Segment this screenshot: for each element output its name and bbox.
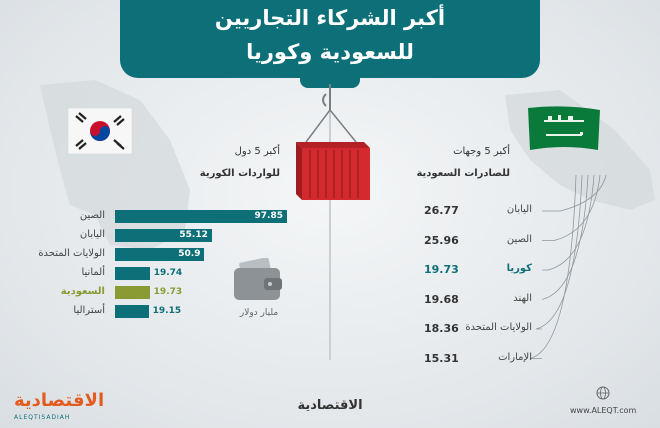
korea-bar-value: 19.73 [153,287,183,297]
saudi-heading-1: أكبر 5 وجهات [453,146,510,157]
korea-bar-label: السعودية [60,286,105,297]
saudi-export-value: 25.96 [424,233,459,247]
unit-label: مليار دولار [239,308,279,318]
korea-bar-label: الولايات المتحدة [38,248,105,259]
saudi-fan-line [535,174,583,330]
korea-bar [115,286,150,299]
korea-bar [115,210,287,223]
saudi-fan-line [542,174,601,241]
brand-logo-latin: ALEQTISADIAH [14,414,71,421]
title-banner-tab [300,78,360,88]
saudi-export-label: كوريا [506,263,532,274]
saudi-export-label: الصين [506,233,532,245]
korea-bar-value: 19.15 [152,306,182,316]
saudi-fan-line [529,174,577,359]
saudi-export-value: 26.77 [424,204,459,217]
title-line-1: أكبر الشركاء التجاريين [214,6,446,30]
brand-logo: الاقتصادية [14,390,124,416]
korea-bar-value: 19.74 [153,268,183,278]
saudi-export-label: اليابان [506,204,532,215]
center-logo: الاقتصادية [297,398,363,413]
saudi-export-value: 18.36 [424,322,459,335]
korea-bar-label: أستراليا [73,305,105,316]
saudi-fan-line [542,174,607,212]
korea-bar-label: الصين [79,210,105,221]
title-line-2: للسعودية وكوريا [246,40,414,64]
korea-bar-label: ألمانيا [81,267,105,278]
korea-heading-2: للواردات الكورية [199,168,280,179]
korea-bar-value: 55.12 [179,230,208,240]
saudi-export-value: 15.31 [424,351,459,365]
korea-bar-value: 97.85 [254,211,283,221]
korea-bar [115,248,205,261]
website-link[interactable]: www.ALEQT.com [570,406,637,415]
saudi-fan-line [542,174,595,271]
globe-icon [596,386,610,400]
korea-bar [115,229,212,242]
saudi-export-value: 19.68 [424,292,459,306]
korea-heading-1: أكبر 5 دول [234,146,280,157]
saudi-export-value: 19.73 [424,263,459,276]
wallet-icon [234,258,282,300]
saudi-fan-line [541,174,589,300]
korea-bar [115,305,149,318]
saudi-export-label: الهند [513,292,532,304]
saudi-flag-icon [528,106,600,150]
title-banner: أكبر الشركاء التجاريين للسعودية وكوريا [120,0,540,78]
korea-flag-icon [68,108,132,154]
korea-bar [115,267,150,280]
saudi-heading-2: للصادرات السعودية [416,168,510,179]
brand-logo-text: الاقتصادية [14,390,105,411]
korea-bar-label: اليابان [79,229,105,240]
shipping-container-icon [296,84,370,200]
saudi-export-label: الإمارات [498,351,532,363]
saudi-export-label: الولايات المتحدة [465,322,532,333]
korea-bar-value: 50.9 [178,249,201,259]
